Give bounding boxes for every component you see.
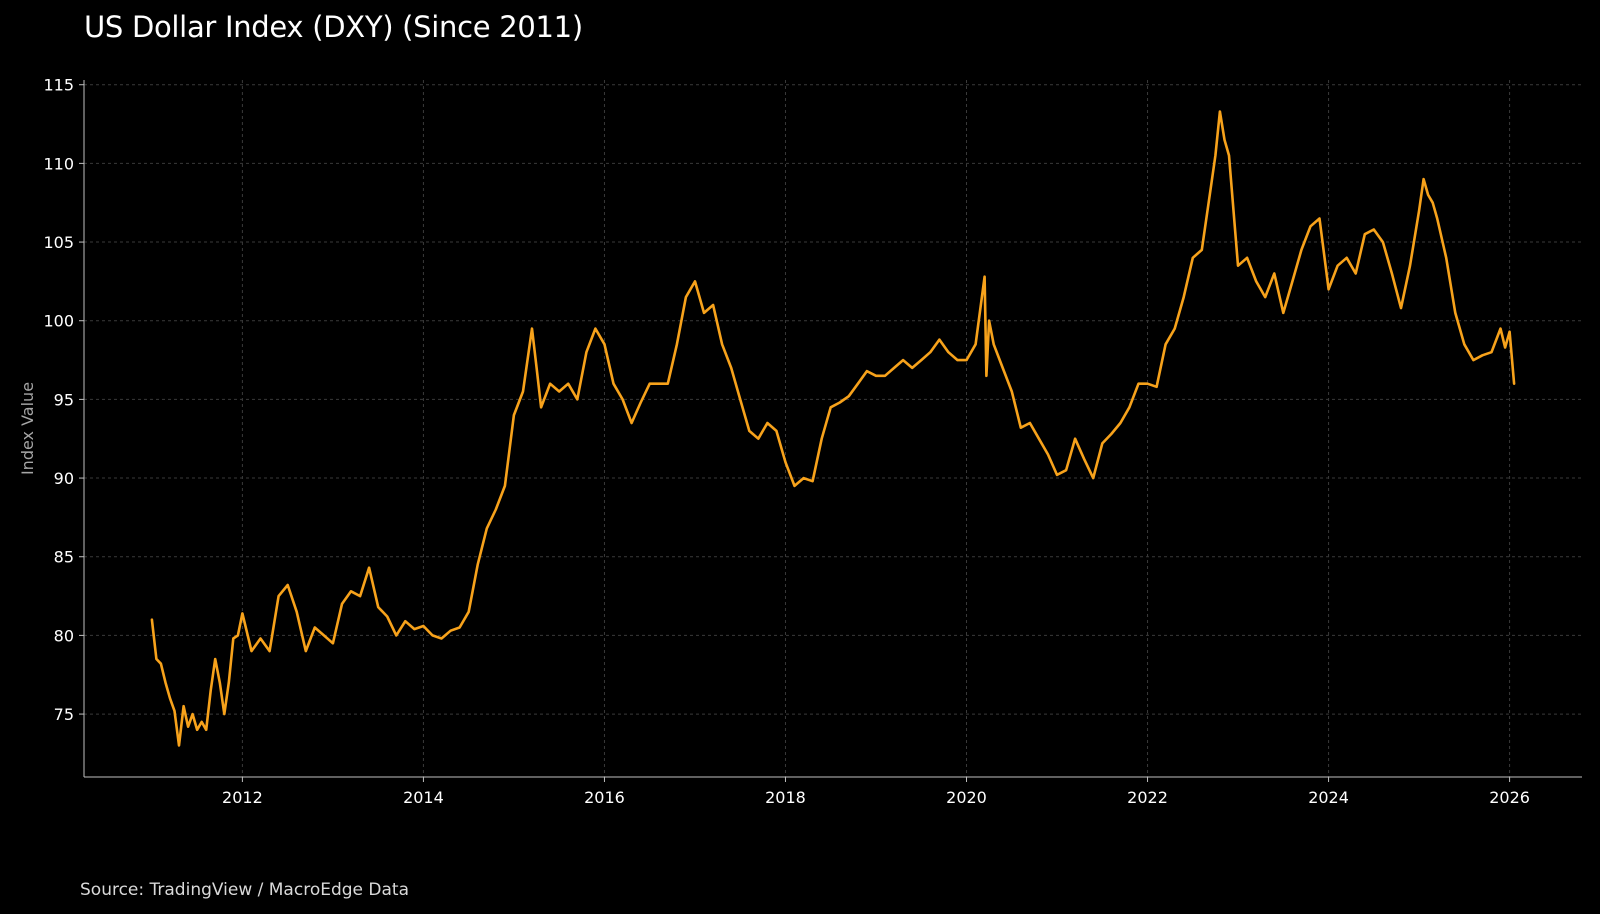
y-tick-label: 95 bbox=[54, 390, 74, 409]
y-tick-label: 90 bbox=[54, 469, 74, 488]
x-tick-label: 2016 bbox=[584, 788, 625, 807]
source-note: Source: TradingView / MacroEdge Data bbox=[80, 880, 409, 900]
x-tick-label: 2020 bbox=[946, 788, 987, 807]
series-line-dxy bbox=[150, 110, 1516, 747]
x-tick-label: 2026 bbox=[1489, 788, 1530, 807]
x-tick-label: 2022 bbox=[1127, 788, 1168, 807]
axes bbox=[79, 80, 1582, 782]
x-tick-label: 2024 bbox=[1308, 788, 1349, 807]
y-tick-label: 110 bbox=[43, 154, 74, 173]
series-lines bbox=[150, 110, 1516, 747]
y-axis-title: Index Value bbox=[18, 382, 37, 475]
y-tick-label: 80 bbox=[54, 626, 74, 645]
y-tick-label: 75 bbox=[54, 705, 74, 724]
grid bbox=[84, 80, 1582, 777]
y-tick-label: 100 bbox=[43, 312, 74, 331]
chart-title: US Dollar Index (DXY) (Since 2011) bbox=[84, 10, 583, 44]
x-tick-label: 2018 bbox=[765, 788, 806, 807]
x-tick-label: 2014 bbox=[403, 788, 444, 807]
x-tick-label: 2012 bbox=[222, 788, 263, 807]
tick-labels: 75 80 85 90 95 100 105 110 115 2012 2014 2016 2018 20… bbox=[43, 76, 1529, 807]
y-tick-label: 115 bbox=[43, 76, 74, 95]
y-tick-label: 85 bbox=[54, 548, 74, 567]
y-tick-label: 105 bbox=[43, 233, 74, 252]
